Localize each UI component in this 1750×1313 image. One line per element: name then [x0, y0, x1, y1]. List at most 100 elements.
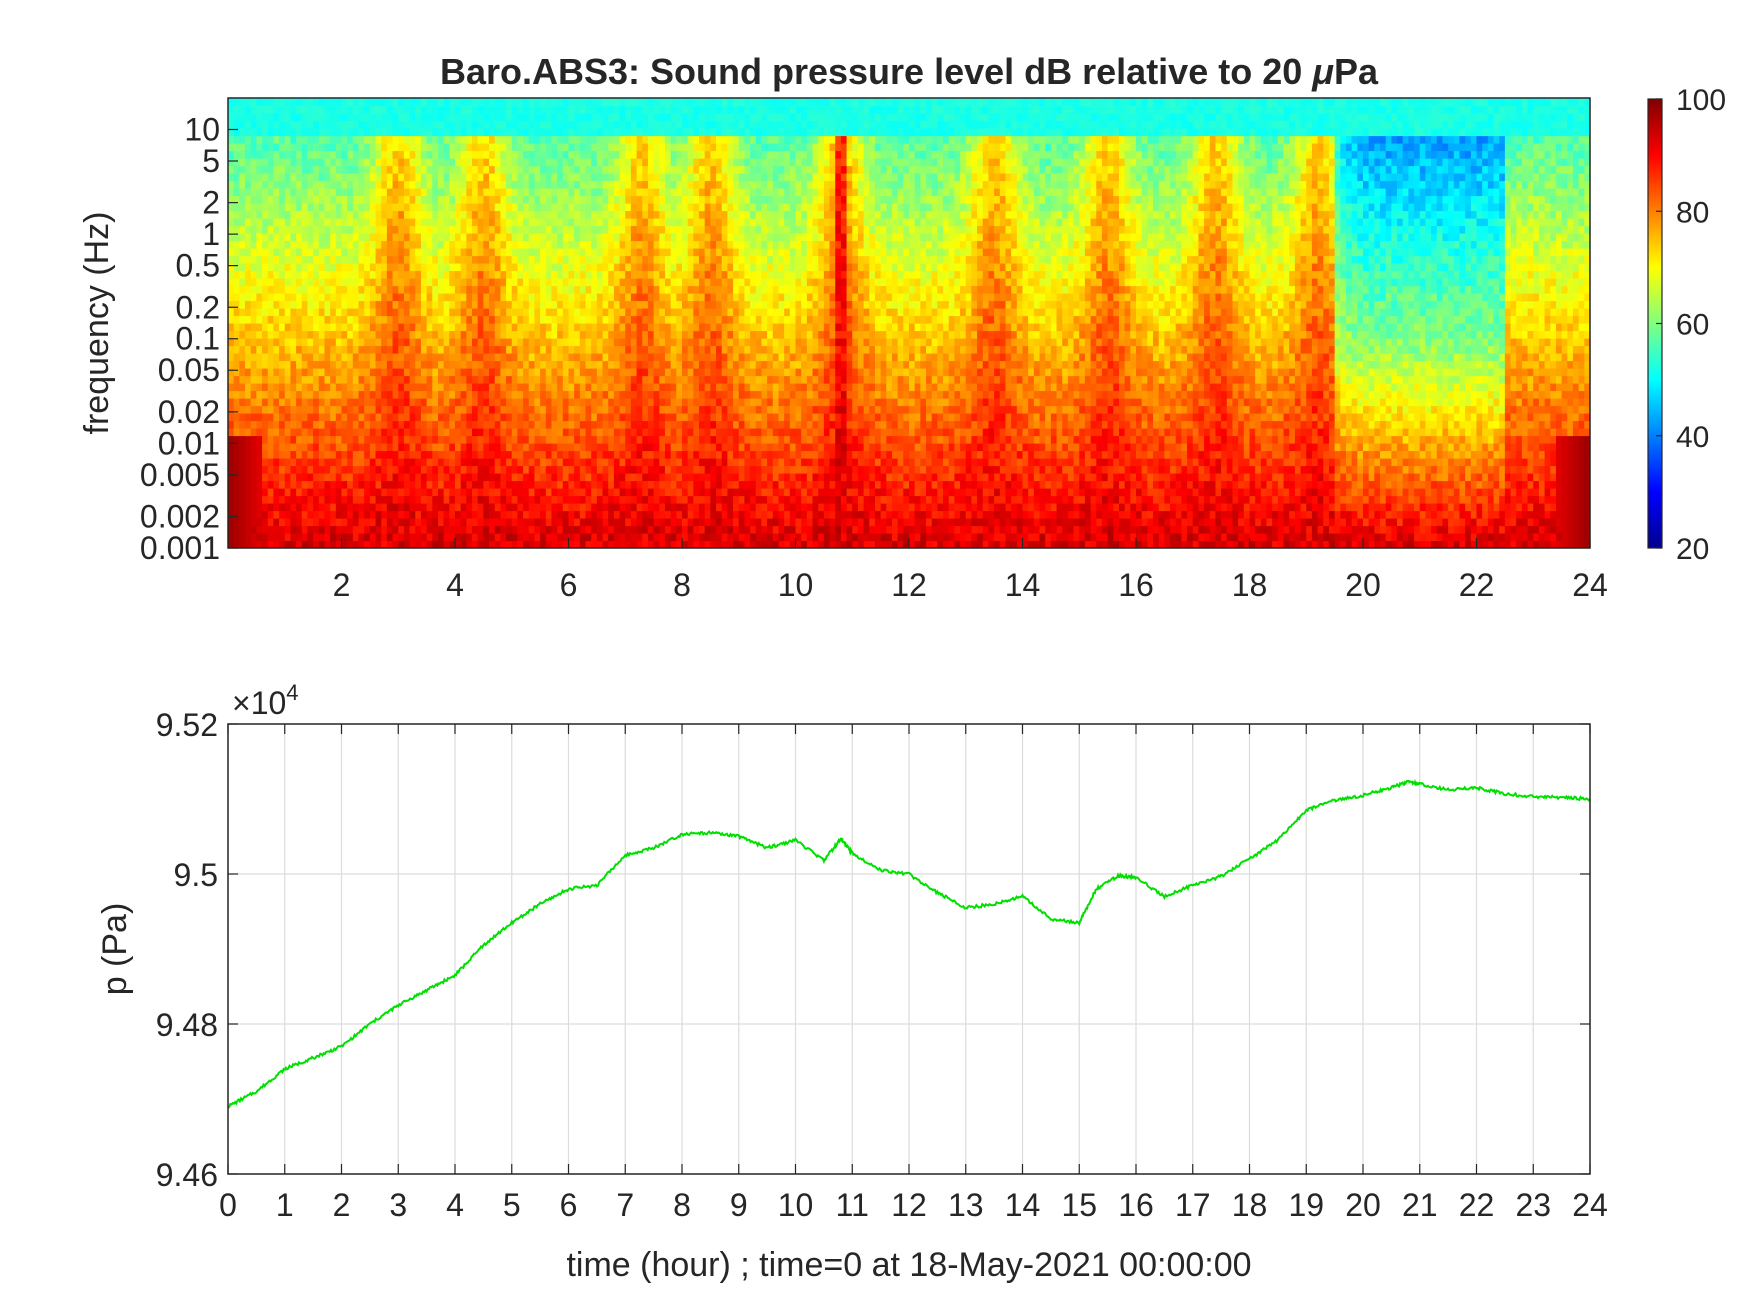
- spectrogram-cell: [318, 105, 326, 114]
- spectrogram-cell: [233, 158, 240, 167]
- spectrogram-cell: [324, 150, 331, 159]
- spectrogram-cell: [398, 510, 405, 519]
- spectrogram-cell: [687, 135, 694, 144]
- spectrogram-cell: [636, 540, 643, 548]
- spectrogram-cell: [250, 308, 257, 317]
- spectrogram-cell: [653, 255, 660, 264]
- spectrogram-cell: [341, 360, 348, 369]
- spectrogram-cell: [659, 263, 666, 272]
- spectrogram-cell: [381, 323, 388, 332]
- spectrogram-cell: [630, 398, 638, 407]
- spectrogram-cell: [625, 113, 632, 122]
- spectrogram-cell: [608, 405, 615, 414]
- spectrogram-cell: [330, 473, 337, 482]
- spectrogram-cell: [523, 188, 530, 197]
- spectrogram-cell: [233, 270, 240, 279]
- spectrogram-cell: [602, 420, 609, 429]
- spectrogram-cell: [602, 525, 609, 534]
- spectrogram-cell: [398, 128, 405, 137]
- spectrogram-cell: [642, 345, 649, 354]
- spectrogram-cell: [403, 413, 411, 422]
- spectrogram-cell: [682, 240, 689, 249]
- spectrogram-cell: [250, 480, 257, 489]
- spectrogram-cell: [403, 465, 411, 474]
- spectrogram-cell: [228, 353, 235, 362]
- spectrogram-cell: [239, 375, 246, 384]
- spectrogram-cell: [449, 315, 456, 324]
- spectrogram-cell: [313, 135, 320, 144]
- spectrogram-cell: [352, 540, 360, 548]
- spectrogram-cell: [256, 308, 263, 317]
- spectrogram-cell: [517, 353, 524, 362]
- spectrogram-cell: [568, 525, 575, 534]
- spectrogram-cell: [455, 315, 462, 324]
- spectrogram-cell: [608, 465, 615, 474]
- spectrogram-cell: [557, 323, 564, 332]
- spectrogram-cell: [619, 488, 626, 497]
- spectrogram-cell: [687, 375, 694, 384]
- spectrogram-cell: [256, 203, 263, 212]
- spectrogram-cell: [330, 315, 337, 324]
- spectrogram-cell: [460, 188, 467, 197]
- spectrogram-cell: [449, 473, 456, 482]
- spectrogram-cell: [574, 270, 581, 279]
- spectrogram-cell: [398, 383, 405, 392]
- spectrogram-cell: [551, 210, 558, 219]
- spectrogram-cell: [664, 503, 672, 512]
- spectrogram-cell: [636, 450, 643, 459]
- spectrogram-cell: [403, 375, 411, 384]
- spectrogram-cell: [432, 518, 439, 527]
- spectrogram-cell: [647, 473, 655, 482]
- spectrogram-cell: [279, 300, 286, 309]
- spectrogram-cell: [477, 150, 484, 159]
- spectrogram-cell: [494, 315, 501, 324]
- spectrogram-cell: [284, 210, 292, 219]
- spectrogram-cell: [239, 413, 246, 422]
- spectrogram-cell: [579, 360, 587, 369]
- spectrogram-cell: [545, 405, 553, 414]
- spectrogram-cell: [358, 383, 365, 392]
- spectrogram-cell: [267, 540, 274, 548]
- spectrogram-cell: [670, 428, 677, 437]
- spectrogram-cell: [483, 293, 490, 302]
- spectrogram-cell: [313, 255, 320, 264]
- spectrogram-cell: [545, 338, 553, 347]
- spectrogram-cell: [528, 413, 536, 422]
- spectrogram-cell: [528, 375, 536, 384]
- spectrogram-cell: [415, 518, 422, 527]
- spectrogram-cell: [682, 225, 689, 234]
- spectrogram-cell: [403, 443, 411, 452]
- spectrogram-cell: [619, 165, 626, 174]
- spectrogram-cell: [250, 428, 257, 437]
- spectrogram-cell: [602, 98, 609, 107]
- spectrogram-cell: [477, 405, 484, 414]
- spectrogram-cell: [369, 113, 377, 122]
- spectrogram-cell: [335, 128, 343, 137]
- spectrogram-cell: [630, 165, 638, 174]
- spectrogram-cell: [483, 300, 490, 309]
- spectrogram-cell: [545, 443, 553, 452]
- spectrogram-cell: [352, 128, 360, 137]
- spectrogram-cell: [420, 293, 428, 302]
- spectrogram-cell: [500, 255, 507, 264]
- spectrogram-cell: [284, 488, 292, 497]
- spectrogram-cell: [426, 443, 433, 452]
- spectrogram-cell: [466, 128, 473, 137]
- spectrogram-cell: [687, 413, 694, 422]
- spectrogram-cell: [335, 135, 343, 144]
- spectrogram-cell: [636, 458, 643, 467]
- spectrogram-cell: [494, 173, 501, 182]
- spectrogram-cell: [494, 488, 501, 497]
- spectrogram-cell: [506, 503, 513, 512]
- spectrogram-cell: [375, 308, 382, 317]
- spectrogram-cell: [409, 368, 416, 377]
- spectrogram-cell: [420, 165, 428, 174]
- spectrogram-cell: [483, 128, 490, 137]
- spectrogram-cell: [262, 503, 269, 512]
- spectrogram-cell: [579, 188, 587, 197]
- spectrogram-cell: [687, 315, 694, 324]
- spectrogram-cell: [381, 353, 388, 362]
- spectrogram-cell: [267, 495, 274, 504]
- spectrogram-cell: [483, 98, 490, 107]
- spectrogram-cell: [324, 540, 331, 548]
